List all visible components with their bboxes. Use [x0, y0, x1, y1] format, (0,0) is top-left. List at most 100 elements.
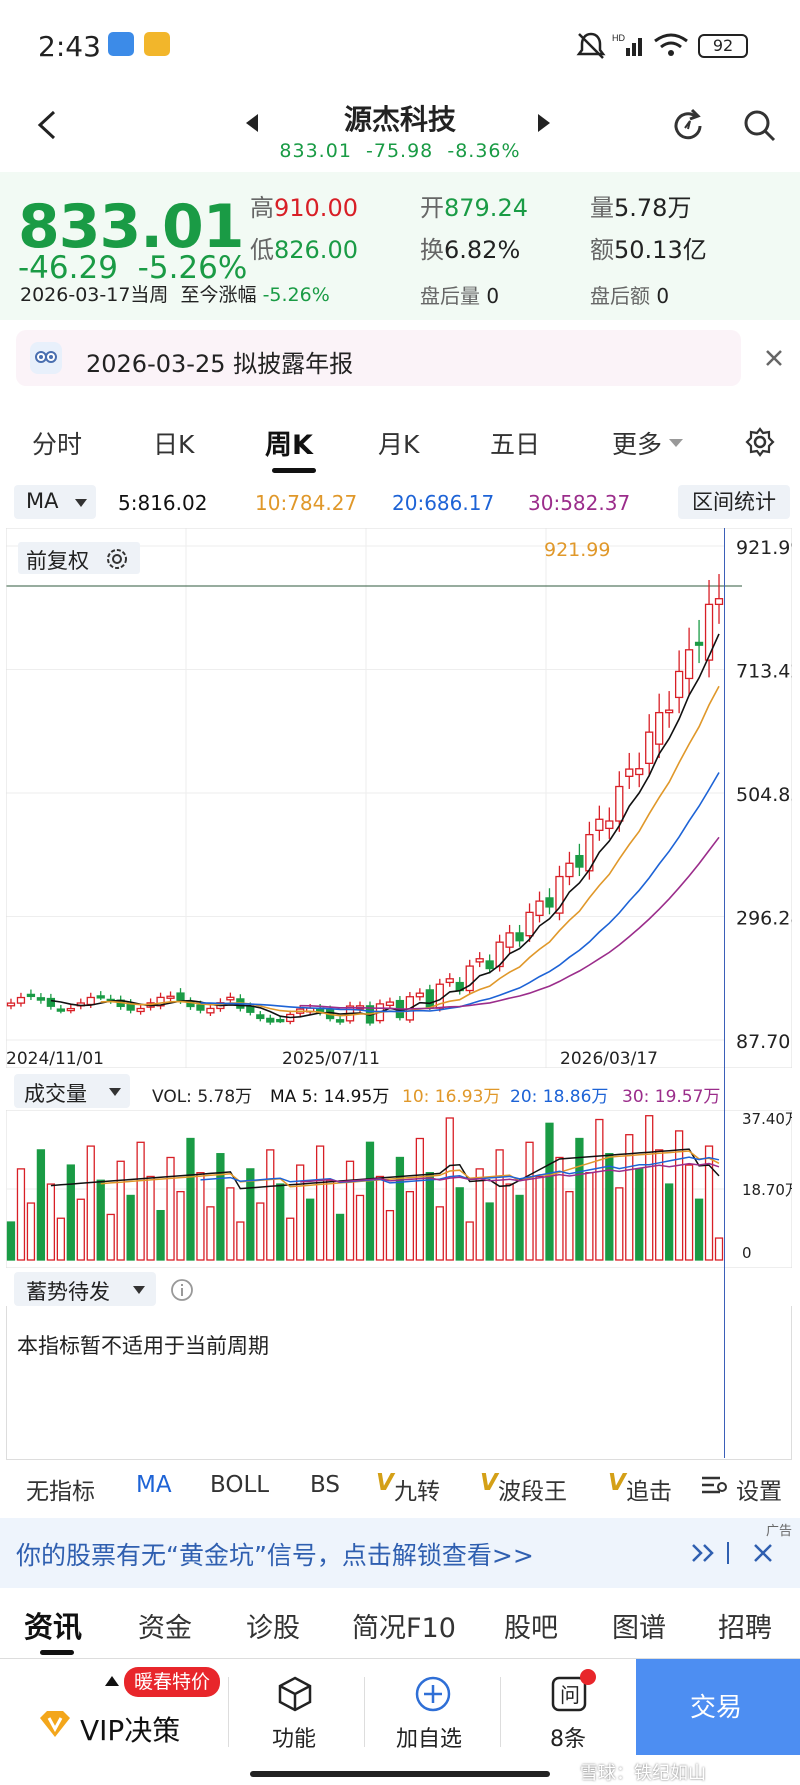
volume-bar — [535, 1175, 544, 1261]
signal-icon: HD — [612, 33, 642, 56]
amount-value: 额50.13亿 — [590, 236, 707, 264]
volume-bar — [674, 1130, 684, 1261]
double-chevron-icon[interactable] — [690, 1542, 720, 1564]
volume-bar — [665, 1183, 674, 1261]
candle — [226, 996, 235, 1001]
xushi-select[interactable]: 蓄势待发 — [14, 1272, 156, 1306]
ad-banner[interactable]: 你的股票有无“黄金坑”信号，点击解锁查看>> 广告 — [0, 1518, 800, 1588]
tab-daily[interactable]: 日K — [153, 430, 195, 459]
settings-button[interactable]: 设置 — [696, 1460, 800, 1510]
volume-bar — [445, 1117, 454, 1261]
indicator-none[interactable]: 无指标 — [26, 1479, 95, 1505]
tab-jobs[interactable]: 招聘 — [718, 1613, 772, 1644]
volume-chart-area[interactable]: 37.40万 18.70万 0 — [5, 1109, 800, 1269]
refresh-icon[interactable] — [668, 106, 708, 146]
gear-icon[interactable] — [744, 426, 776, 458]
tab-intraday[interactable]: 分时 — [32, 430, 83, 459]
open-value: 开879.24 — [420, 194, 528, 222]
adjust-select[interactable]: 前复权 — [18, 542, 140, 574]
trade-button[interactable]: 交易 — [636, 1659, 800, 1755]
prev-stock-icon[interactable] — [244, 112, 260, 134]
volume-bar — [365, 1141, 375, 1261]
vol-ma5: MA 5: 14.95万 — [270, 1087, 390, 1107]
tab-weekly[interactable]: 周K — [265, 430, 313, 461]
gear-icon[interactable] — [106, 548, 128, 570]
volume-bar — [325, 1179, 335, 1261]
tab-forum[interactable]: 股吧 — [504, 1613, 558, 1644]
xushi-panel: 本指标暂不适用于当前周期 — [6, 1306, 792, 1460]
candle — [565, 862, 574, 878]
volume-bar — [415, 1137, 424, 1261]
back-arrow-icon[interactable] — [34, 108, 60, 142]
close-icon[interactable] — [752, 1542, 774, 1564]
volume-bar — [6, 1221, 16, 1261]
candle — [16, 996, 26, 1004]
volume-ma-line — [50, 1148, 720, 1190]
volume-bar — [315, 1145, 325, 1261]
tab-monthly[interactable]: 月K — [378, 430, 420, 459]
after-amount: 盘后额 0 — [590, 284, 670, 308]
period-tabs: 分时 日K 周K 月K 五日 更多 — [0, 400, 800, 480]
close-icon[interactable] — [762, 346, 786, 370]
volume-bar — [505, 1183, 514, 1261]
info-icon[interactable] — [170, 1278, 194, 1302]
ma-line — [300, 836, 720, 1010]
tab-f10[interactable]: 简况F10 — [352, 1613, 456, 1644]
y-tick-label: 18.70万 — [742, 1181, 792, 1199]
ask-button[interactable]: 问 8条 — [520, 1669, 620, 1759]
tab-five-day[interactable]: 五日 — [490, 430, 541, 459]
volume-bar — [595, 1118, 604, 1261]
vol-ma30: 30: 19.57万 — [622, 1087, 721, 1107]
volume-bar — [335, 1213, 345, 1261]
volume-bar — [465, 1221, 474, 1261]
vip-button[interactable]: 暖春特价 VIP决策 — [0, 1659, 228, 1755]
candle — [684, 649, 694, 680]
turnover-value: 换6.82% — [420, 236, 521, 264]
kline-chart-area[interactable]: 921.99 713.42 504.85 296.28 87.70 921.99 2024/… — [0, 527, 800, 1069]
indicator-boll[interactable]: BOLL — [210, 1472, 270, 1498]
candle — [694, 641, 704, 646]
tab-funds[interactable]: 资金 — [138, 1613, 192, 1644]
v-badge-icon: V — [480, 1470, 498, 1496]
indicator-jiu[interactable]: 九转 — [394, 1479, 440, 1505]
search-icon[interactable] — [740, 106, 780, 146]
function-button[interactable]: 功能 — [240, 1669, 350, 1759]
volume-bar — [186, 1137, 195, 1261]
volume-bar — [345, 1160, 355, 1261]
ad-text: 你的股票有无“黄金坑”信号，点击解锁查看>> — [16, 1541, 534, 1570]
candle — [615, 785, 624, 822]
tab-more[interactable]: 更多 — [612, 430, 663, 459]
volume-bar — [355, 1194, 365, 1261]
volume-bar — [555, 1156, 564, 1261]
tab-graph[interactable]: 图谱 — [612, 1613, 666, 1644]
candle — [96, 995, 105, 999]
indicator-bs[interactable]: BS — [310, 1472, 340, 1498]
next-stock-icon[interactable] — [536, 112, 552, 134]
vol-ma10: 10: 16.93万 — [402, 1087, 501, 1107]
candle — [415, 992, 424, 998]
ma-select[interactable]: MA — [14, 485, 96, 519]
question-icon: 问 — [551, 1676, 587, 1712]
candle — [176, 992, 185, 1001]
candle — [515, 932, 524, 942]
volume-bar — [585, 1172, 594, 1261]
tab-diagnose[interactable]: 诊股 — [246, 1613, 300, 1644]
volume-bar — [425, 1172, 434, 1261]
volume-value: 量5.78万 — [590, 194, 692, 222]
indicator-bo[interactable]: 波段王 — [498, 1479, 567, 1505]
tab-news[interactable]: 资讯 — [24, 1610, 83, 1644]
announcement-banner[interactable]: 2026-03-25 拟披露年报 — [16, 330, 741, 386]
tab-indicator — [272, 468, 316, 473]
candle — [196, 1004, 205, 1011]
candle — [335, 1019, 345, 1023]
candle — [6, 1002, 16, 1007]
indicator-zhui[interactable]: 追击 — [626, 1479, 672, 1505]
volume-indicator-select[interactable]: 成交量 — [14, 1074, 130, 1108]
add-watchlist-button[interactable]: 加自选 — [380, 1669, 490, 1759]
volume-bar — [166, 1156, 175, 1261]
range-stats-button[interactable]: 区间统计 — [678, 485, 790, 519]
volume-bar — [96, 1179, 105, 1261]
indicator-ma[interactable]: MA — [136, 1472, 172, 1498]
y-tick-label: 921.99 — [736, 537, 792, 559]
candle — [166, 995, 175, 999]
